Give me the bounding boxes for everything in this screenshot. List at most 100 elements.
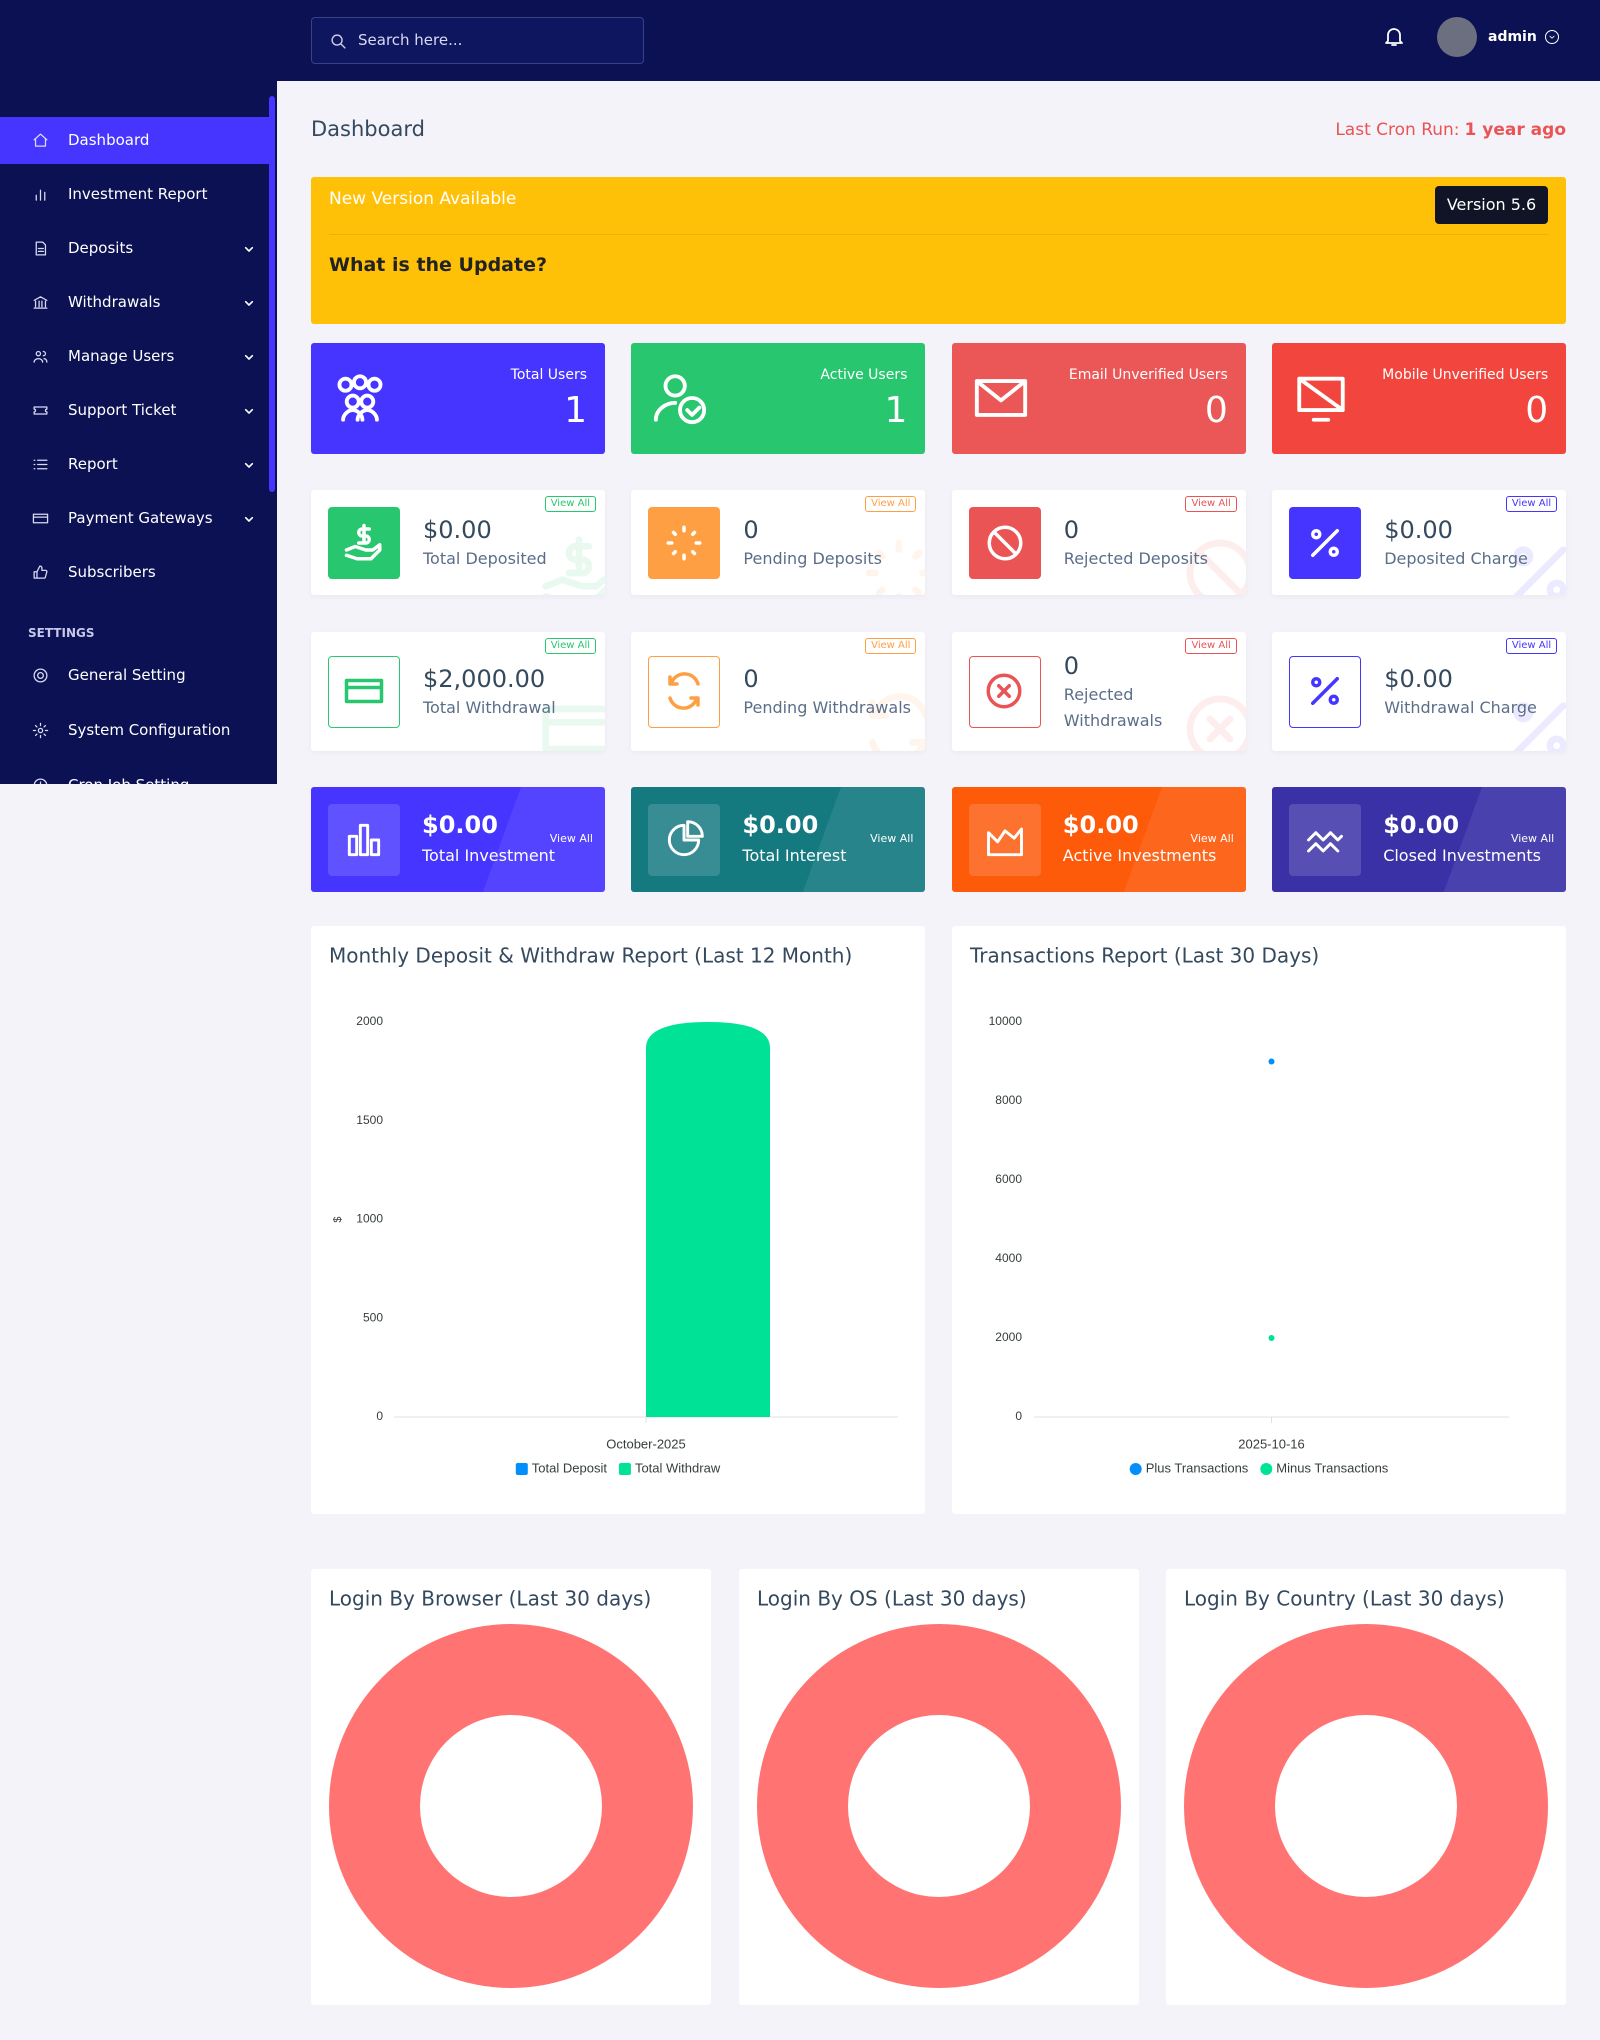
widget-text: 0 Rejected Deposits <box>1064 490 1208 595</box>
icon-path <box>666 525 702 560</box>
view-all[interactable]: View All <box>870 832 914 845</box>
icon-path <box>1513 546 1567 595</box>
chart-title: Login By OS (Last 30 days) <box>757 1587 1027 1611</box>
y-tick-label: 2000 <box>995 1330 1022 1344</box>
widget-card: 0 Pending Deposits View All <box>631 490 926 595</box>
menu-item[interactable]: Support Ticket <box>0 387 270 434</box>
investment-card[interactable]: $0.00 Closed Investments View All <box>1272 787 1567 892</box>
menu-item[interactable]: Report <box>0 441 270 488</box>
icon <box>331 34 346 49</box>
legend-label: Minus Transactions <box>1276 1460 1388 1475</box>
stat-label: Email Unverified Users <box>1068 367 1228 383</box>
avatar[interactable] <box>1437 17 1477 57</box>
widget-text: $0.00 Deposited Charge <box>1384 490 1528 595</box>
icon-path <box>244 300 254 306</box>
icon-path <box>1385 28 1403 46</box>
widget-label: Total Withdrawal <box>423 697 556 717</box>
view-all[interactable]: View All <box>1185 638 1237 654</box>
view-all[interactable]: View All <box>865 638 917 654</box>
icon-path <box>244 246 254 252</box>
menu-item[interactable]: Deposits <box>0 225 270 272</box>
point <box>1268 1058 1275 1065</box>
view-all[interactable]: View All <box>544 496 596 512</box>
menu-item[interactable]: Payment Gateways <box>0 495 270 542</box>
investment-card[interactable]: $0.00 Total Interest View All <box>631 787 926 892</box>
menu-label: Payment Gateways <box>68 509 213 527</box>
stat-card[interactable]: Email Unverified Users 0 <box>951 343 1246 454</box>
icon <box>344 523 382 560</box>
icon <box>1310 677 1339 705</box>
widget-card: 0 Pending Withdrawals View All <box>631 632 926 751</box>
stat-label: Mobile Unverified Users <box>1382 367 1549 383</box>
view-all[interactable]: View All <box>1185 496 1237 512</box>
icon <box>542 536 605 595</box>
menu-item[interactable]: Cron Job Setting <box>0 762 270 784</box>
menu-item[interactable]: Subscribers <box>0 549 270 596</box>
icon-path <box>35 189 46 201</box>
view-all[interactable]: View All <box>1190 832 1234 845</box>
menu-item[interactable]: Dashboard <box>0 117 270 164</box>
widget-value: 0 <box>1063 651 1080 680</box>
widget-value: $0.00 <box>1384 515 1453 544</box>
investment-card[interactable]: $0.00 Active Investments View All <box>951 787 1246 892</box>
icon <box>869 693 926 751</box>
icon <box>33 350 48 363</box>
search-placeholder: Search here... <box>358 31 463 49</box>
stat-card[interactable]: Mobile Unverified Users 0 <box>1272 343 1567 454</box>
widget-card: $0.00 Deposited Charge View All <box>1272 490 1567 595</box>
menu-item[interactable]: Investment Report <box>0 171 270 218</box>
cron-value: 1 year ago <box>1464 120 1566 140</box>
menu-item[interactable]: General Setting <box>0 652 270 699</box>
banner-divider <box>329 234 1548 235</box>
y-tick-label: 4000 <box>995 1251 1022 1265</box>
legend-marker <box>515 1463 528 1475</box>
version-badge[interactable]: Version 5.6 <box>1435 186 1548 224</box>
view-all[interactable]: View All <box>1510 832 1555 845</box>
widget-icon-box <box>648 655 721 728</box>
investment-card[interactable]: $0.00 Total Investment View All <box>311 787 605 892</box>
view-all[interactable]: View All <box>544 638 596 654</box>
investment-icon-box <box>328 804 400 876</box>
stat-card[interactable]: Active Users 1 <box>631 343 926 454</box>
investment-value: $0.00 <box>422 811 498 839</box>
icon <box>1549 35 1554 39</box>
menu-item[interactable]: System Configuration <box>0 707 270 754</box>
settings-heading: SETTINGS <box>28 626 95 640</box>
icon-path <box>33 296 48 309</box>
y-tick-label: 2000 <box>356 1014 383 1028</box>
chart-title: Login By Country (Last 30 days) <box>1184 1587 1505 1611</box>
icon <box>986 827 1023 857</box>
icon <box>244 300 254 306</box>
view-all[interactable]: View All <box>549 832 593 845</box>
icon-path <box>654 374 707 425</box>
y-tick-label: 8000 <box>995 1093 1022 1107</box>
icon-path <box>33 459 48 470</box>
view-all[interactable]: View All <box>865 496 917 512</box>
icon-path <box>1297 376 1345 422</box>
icon <box>1311 528 1340 557</box>
icon <box>1297 376 1345 422</box>
chart-card: Transactions Report (Last 30 Days) 0 2000 4… <box>952 926 1566 1514</box>
widget-card: $0.00 Withdrawal Charge View All <box>1272 632 1567 751</box>
widget-text: $0.00 Total Deposited <box>423 490 547 595</box>
sidebar: Dashboard Investment Report Deposits Withdr… <box>0 0 277 784</box>
legend-marker <box>1260 1463 1273 1475</box>
menu-item[interactable]: Manage Users <box>0 333 270 380</box>
stat-card[interactable]: Total Users 1 <box>311 343 605 454</box>
donut-slice <box>329 1624 693 1988</box>
view-all[interactable]: View All <box>1505 638 1558 654</box>
widget-icon-box <box>968 506 1041 579</box>
menu-item[interactable]: Withdrawals <box>0 279 270 326</box>
banner-question: What is the Update? <box>329 254 547 276</box>
icon-path <box>244 354 254 360</box>
x-tick-label: October-2025 <box>606 1436 686 1451</box>
y-tick-label: 500 <box>363 1310 383 1324</box>
view-all[interactable]: View All <box>1505 496 1558 512</box>
legend-label: Plus Transactions <box>1146 1460 1249 1475</box>
icon <box>654 374 707 425</box>
icon <box>244 462 254 468</box>
menu-label: Dashboard <box>68 131 150 149</box>
user-name[interactable]: admin <box>1488 29 1537 45</box>
search-box[interactable]: Search here... <box>311 17 644 64</box>
icon-path <box>244 408 254 414</box>
